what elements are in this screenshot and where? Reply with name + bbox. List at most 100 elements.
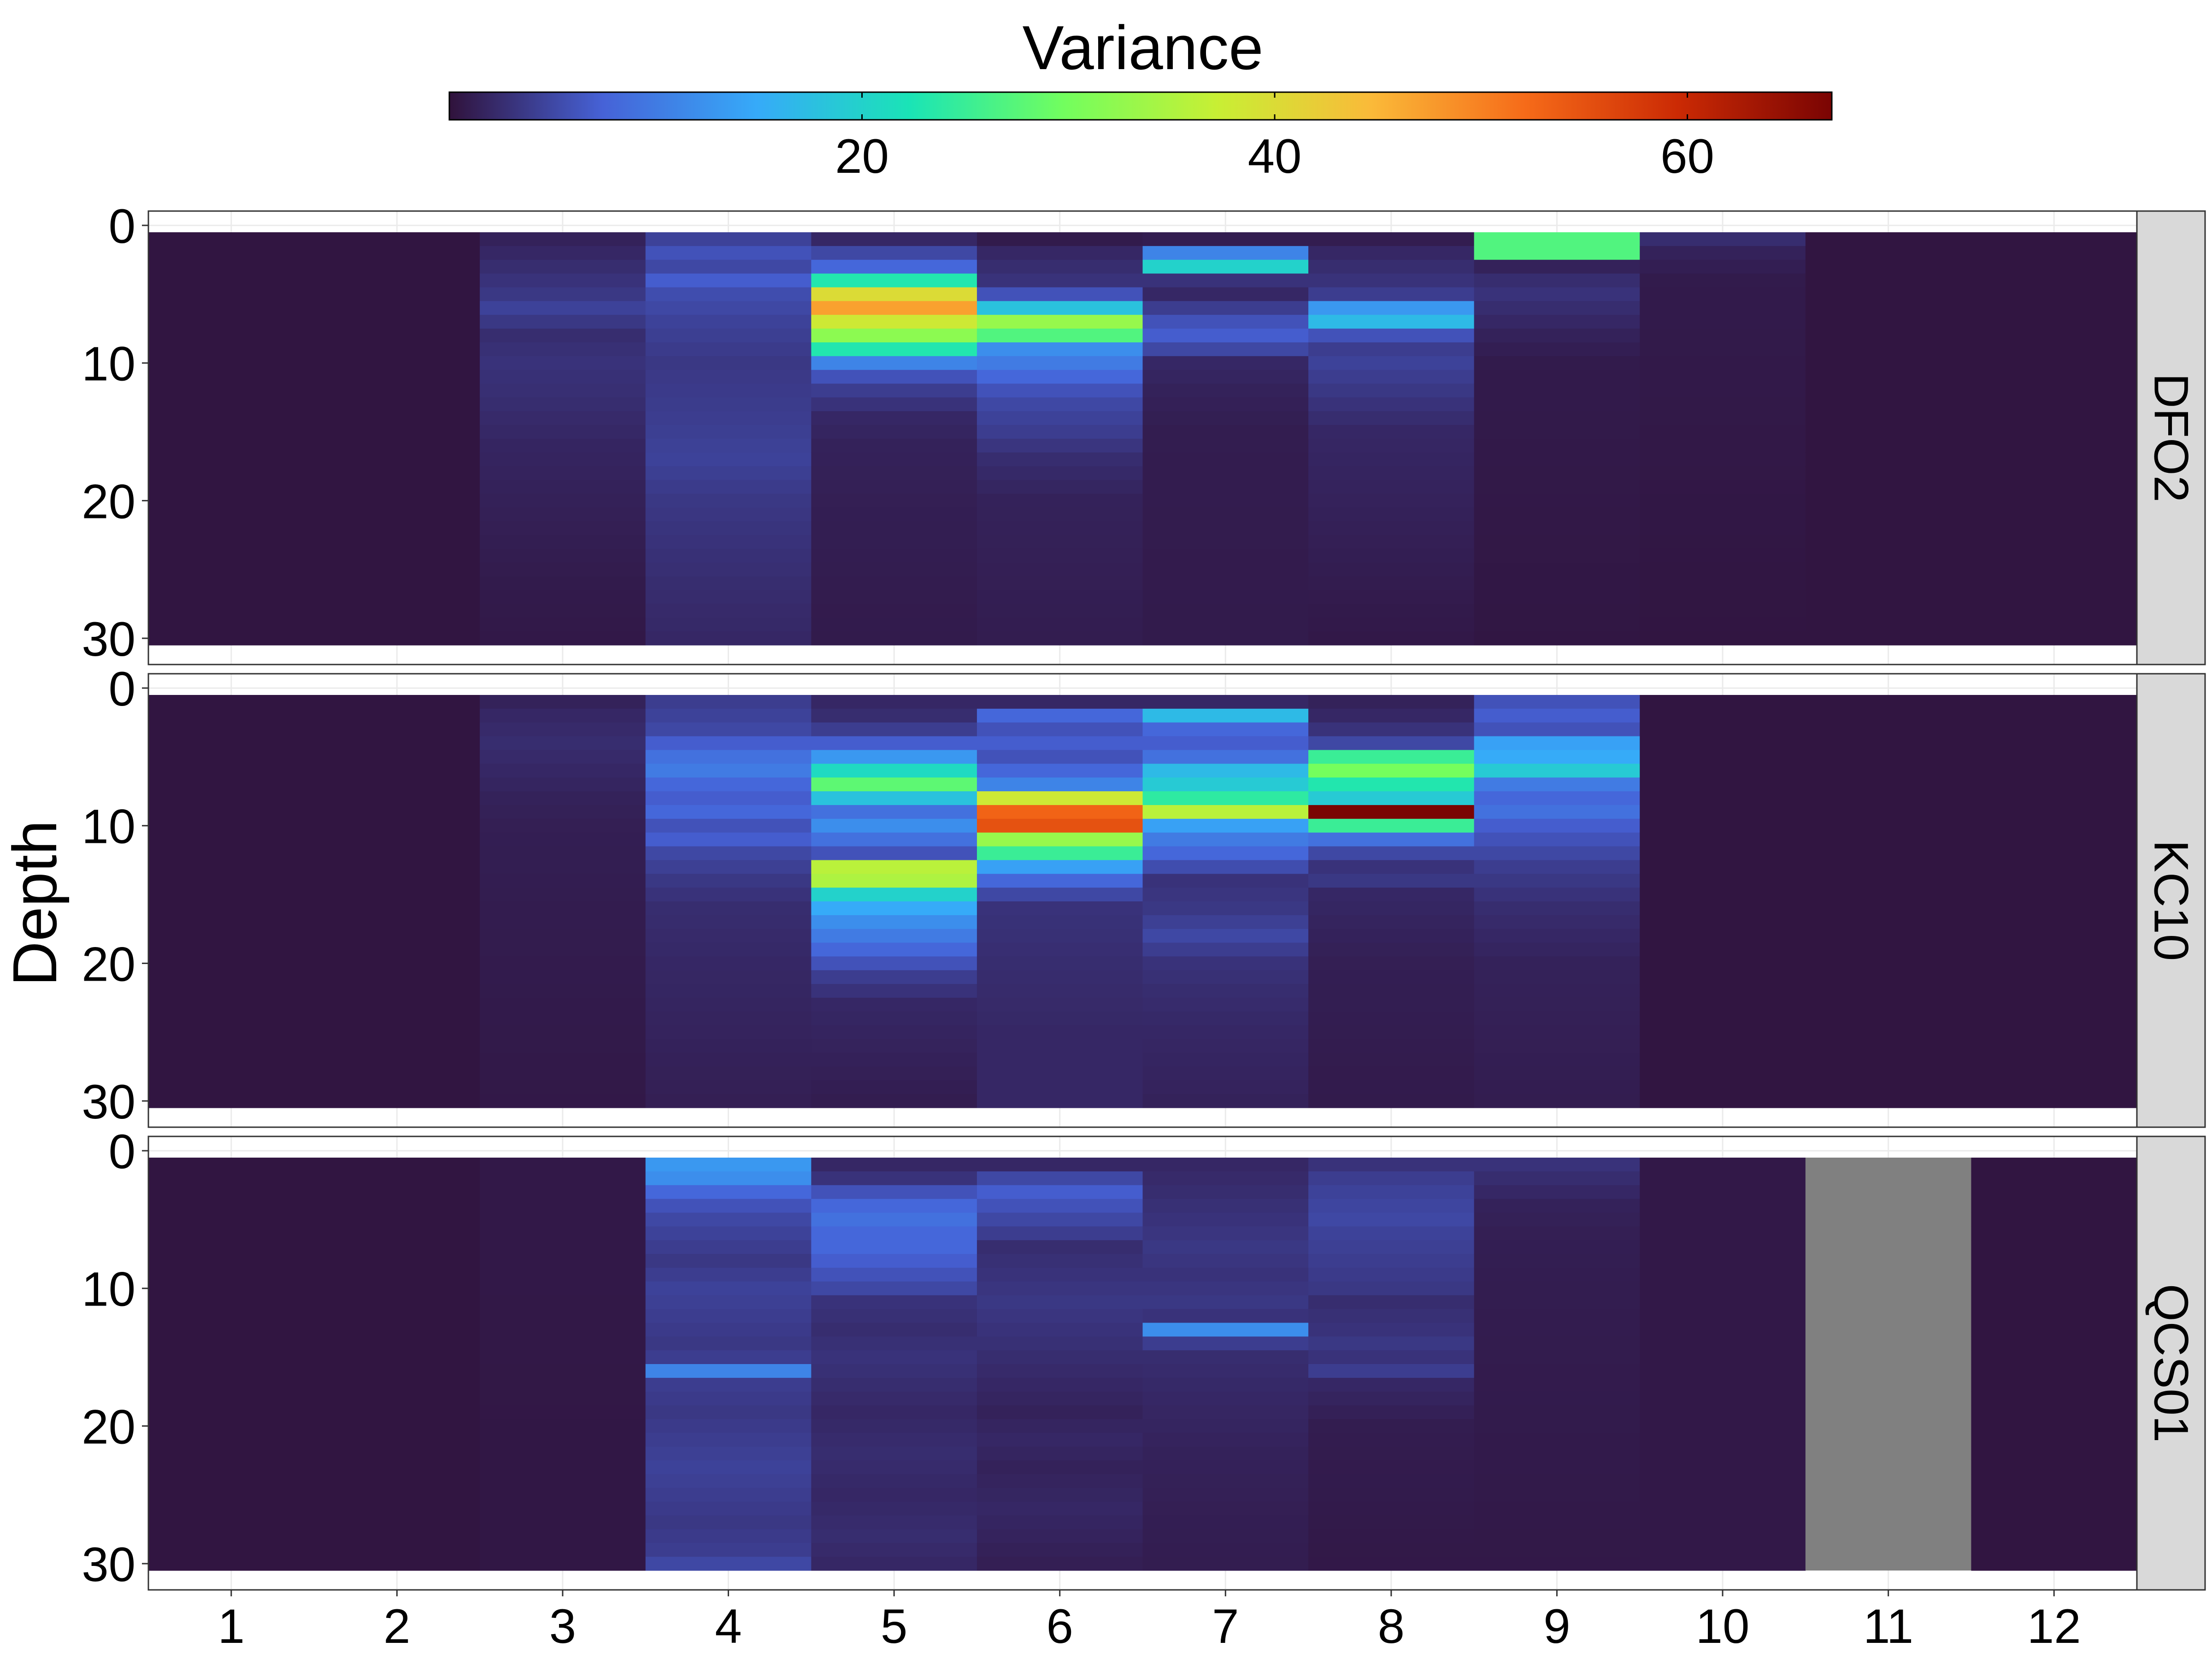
heatmap-cell <box>1971 411 2137 425</box>
heatmap-cell <box>645 1309 812 1323</box>
heatmap-cell <box>1474 956 1640 971</box>
heatmap-cell <box>811 1309 977 1323</box>
heatmap-cell <box>1971 874 2137 888</box>
heatmap-cell <box>977 1364 1143 1378</box>
heatmap-cell <box>148 1350 315 1365</box>
heatmap-cell <box>1971 397 2137 412</box>
heatmap-cell <box>148 1011 315 1026</box>
heatmap-cell <box>1142 494 1309 508</box>
heatmap-cell <box>1640 631 1806 646</box>
heatmap-cell <box>1971 329 2137 343</box>
heatmap-cell <box>977 370 1143 384</box>
heatmap-cell <box>977 764 1143 778</box>
heatmap-cell <box>1805 777 1971 792</box>
facet-panel-dfo2: 0 10 20 30 DFO2 <box>82 200 2206 666</box>
heatmap-cell <box>1805 998 1971 1012</box>
heatmap-cell <box>1805 411 1971 425</box>
heatmap-cell <box>480 1350 646 1365</box>
heatmap-cell <box>977 888 1143 902</box>
heatmap-cell <box>1308 287 1475 301</box>
heatmap-cell <box>1971 301 2137 315</box>
y-axis-title: Depth <box>0 820 70 986</box>
heatmap-cell <box>1640 1011 1806 1026</box>
heatmap-cell <box>1640 1474 1806 1488</box>
heatmap-cell <box>480 1323 646 1337</box>
heatmap-cell <box>314 1336 480 1351</box>
heatmap-cell <box>811 1391 977 1406</box>
heatmap-cell <box>1640 722 1806 737</box>
heatmap-cell <box>1640 1433 1806 1447</box>
heatmap-cell <box>480 535 646 549</box>
heatmap-cell <box>645 998 812 1012</box>
heatmap-cell <box>148 1254 315 1268</box>
heatmap-cell <box>811 232 977 247</box>
heatmap-cell <box>1474 1309 1640 1323</box>
heatmap-cell <box>148 708 315 723</box>
heatmap-cell <box>1308 1295 1475 1310</box>
heatmap-cell <box>1971 860 2137 874</box>
heatmap-cell <box>1142 1171 1309 1186</box>
heatmap-cell <box>148 1529 315 1543</box>
heatmap-cell <box>1142 273 1309 288</box>
heatmap-cell <box>977 1460 1143 1475</box>
heatmap-cell <box>1805 631 1971 646</box>
heatmap-cell <box>1640 370 1806 384</box>
heatmap-cell <box>1805 315 1971 329</box>
heatmap-cell <box>1308 1039 1475 1053</box>
heatmap-cell <box>1308 1199 1475 1213</box>
heatmap-cell <box>314 764 480 778</box>
heatmap-cell <box>1474 439 1640 453</box>
heatmap-cell <box>1971 1199 2137 1213</box>
heatmap-cell <box>811 805 977 819</box>
heatmap-cell <box>1308 1158 1475 1172</box>
x-axis: 1 2 3 4 5 6 7 8 9 10 11 12 <box>218 1590 2081 1653</box>
heatmap-cell <box>811 1529 977 1543</box>
heatmap-cell <box>480 832 646 847</box>
heatmap-cell <box>314 1391 480 1406</box>
heatmap-cell <box>1142 452 1309 467</box>
heatmap-cell <box>1308 439 1475 453</box>
y-tick-label: 20 <box>82 475 135 529</box>
heatmap-cell <box>977 466 1143 481</box>
heatmap-cell <box>1142 1094 1309 1108</box>
heatmap-cell <box>1474 1080 1640 1094</box>
heatmap-cell <box>148 1447 315 1461</box>
heatmap-cell <box>480 695 646 709</box>
heatmap-cell <box>811 874 977 888</box>
facet-panels: 0 10 20 30 DFO2 0 10 20 30 KC10 0 10 20 30 QCS01 <box>82 200 2206 1592</box>
heatmap-cell <box>1640 1350 1806 1365</box>
heatmap-cell <box>977 232 1143 247</box>
heatmap-cell <box>1308 1543 1475 1557</box>
heatmap-cell <box>1640 452 1806 467</box>
heatmap-cell <box>811 315 977 329</box>
heatmap-cell <box>1474 874 1640 888</box>
heatmap-cell <box>480 1419 646 1433</box>
y-tick-label: 10 <box>82 337 135 391</box>
heatmap-cell <box>480 246 646 260</box>
heatmap-cell <box>148 805 315 819</box>
heatmap-cell <box>1142 1488 1309 1502</box>
heatmap-cell <box>314 1364 480 1378</box>
heatmap-cell <box>1474 273 1640 288</box>
heatmap-cell <box>811 1419 977 1433</box>
heatmap-cell <box>1308 1529 1475 1543</box>
heatmap-cell <box>314 942 480 957</box>
heatmap-cell <box>1640 764 1806 778</box>
heatmap-cell <box>645 1433 812 1447</box>
colorbar-tick-label: 20 <box>835 129 889 183</box>
heatmap-cell <box>1308 480 1475 494</box>
heatmap-cell <box>811 1240 977 1254</box>
heatmap-cell <box>1308 383 1475 398</box>
heatmap-cell <box>480 1171 646 1186</box>
heatmap-cell <box>1142 888 1309 902</box>
heatmap-cell <box>977 1240 1143 1254</box>
heatmap-cell <box>1805 604 1971 618</box>
heatmap-cell <box>314 287 480 301</box>
heatmap-cell <box>148 411 315 425</box>
heatmap-cell <box>1971 1474 2137 1488</box>
heatmap-cell <box>645 791 812 806</box>
heatmap-cell <box>1971 1212 2137 1227</box>
facet-strip-label: DFO2 <box>2144 373 2198 502</box>
heatmap-cell <box>1640 576 1806 591</box>
heatmap-cell <box>1308 1323 1475 1337</box>
